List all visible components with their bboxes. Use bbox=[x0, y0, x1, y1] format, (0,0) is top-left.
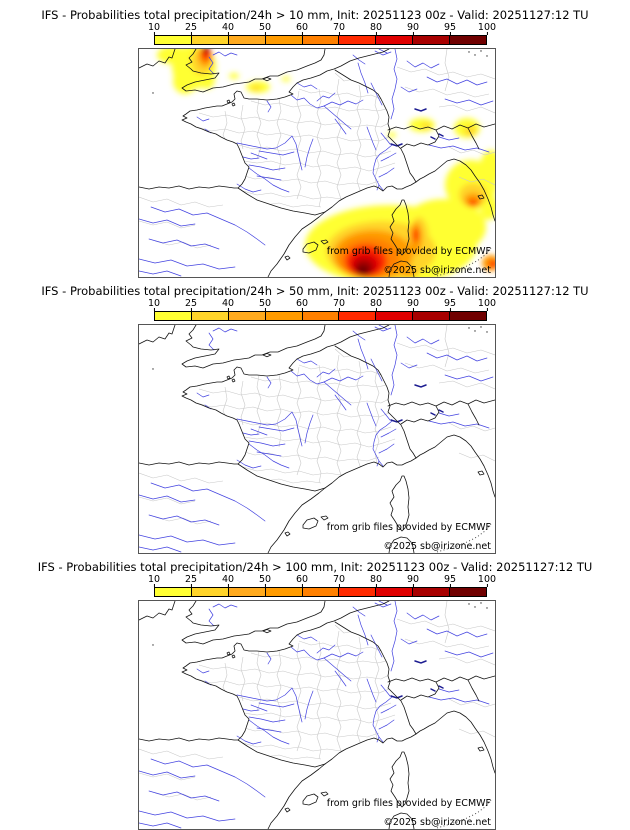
weather-map-100mm: from grib files provided by ECMWF ©2025 … bbox=[139, 601, 495, 829]
colorbar-segment bbox=[301, 36, 339, 44]
colorbar-tick: 90 bbox=[406, 22, 420, 33]
attribution-text: from grib files provided by ECMWF bbox=[327, 522, 491, 533]
colorbar-tick: 25 bbox=[184, 574, 198, 585]
colorbar-segment bbox=[412, 36, 450, 44]
panel-50mm: IFS - Probabilities total precipitation/… bbox=[0, 276, 630, 554]
colorbar-tick: 10 bbox=[147, 22, 161, 33]
colorbar-tick: 60 bbox=[295, 22, 309, 33]
colorbar-tick-labels: 10 25 40 50 60 70 80 90 95 100 bbox=[148, 574, 496, 587]
colorbar-segment bbox=[227, 36, 265, 44]
colorbar-tick: 80 bbox=[369, 574, 383, 585]
colorbar-tick-labels: 10 25 40 50 60 70 80 90 95 100 bbox=[148, 298, 496, 311]
colorbar-segment bbox=[449, 312, 487, 320]
colorbar-segment bbox=[190, 36, 228, 44]
page-title: IFS - Probabilities total precipitation/… bbox=[37, 560, 593, 574]
colorbar-segment bbox=[264, 312, 302, 320]
colorbar-tick: 90 bbox=[406, 574, 420, 585]
colorbar: 10 25 40 50 60 70 80 90 95 100 bbox=[148, 574, 496, 597]
colorbar-tick: 70 bbox=[332, 298, 346, 309]
copyright-text: ©2025 sb@irizone.net bbox=[383, 541, 491, 552]
colorbar-scale bbox=[154, 311, 487, 321]
map-frame: from grib files provided by ECMWF ©2025 … bbox=[138, 324, 496, 554]
colorbar-segment bbox=[301, 312, 339, 320]
colorbar-tick: 100 bbox=[477, 22, 497, 33]
colorbar-segment bbox=[190, 588, 228, 596]
colorbar-tick: 40 bbox=[221, 298, 235, 309]
colorbar-segment bbox=[227, 312, 265, 320]
colorbar-tick: 80 bbox=[369, 298, 383, 309]
colorbar-segment bbox=[155, 312, 191, 320]
colorbar-tick: 60 bbox=[295, 298, 309, 309]
colorbar: 10 25 40 50 60 70 80 90 95 100 bbox=[148, 298, 496, 321]
colorbar-tick: 95 bbox=[443, 22, 457, 33]
colorbar-segment bbox=[155, 36, 191, 44]
colorbar-tick: 100 bbox=[477, 298, 497, 309]
colorbar-tick: 60 bbox=[295, 574, 309, 585]
colorbar-tick-labels: 10 25 40 50 60 70 80 90 95 100 bbox=[148, 22, 496, 35]
colorbar-segment bbox=[264, 36, 302, 44]
colorbar-tick: 50 bbox=[258, 298, 272, 309]
colorbar-scale bbox=[154, 35, 487, 45]
colorbar-tick: 25 bbox=[184, 22, 198, 33]
colorbar-tick: 95 bbox=[443, 298, 457, 309]
map-frame: from grib files provided by ECMWF ©2025 … bbox=[138, 600, 496, 830]
panel-100mm: IFS - Probabilities total precipitation/… bbox=[0, 552, 630, 830]
colorbar-tick: 90 bbox=[406, 298, 420, 309]
basemap bbox=[139, 601, 495, 829]
colorbar-segment bbox=[375, 36, 413, 44]
attribution-text: from grib files provided by ECMWF bbox=[327, 798, 491, 809]
colorbar-segment bbox=[338, 312, 376, 320]
colorbar-segment bbox=[375, 312, 413, 320]
colorbar-scale bbox=[154, 587, 487, 597]
colorbar-tick: 25 bbox=[184, 298, 198, 309]
colorbar-segment bbox=[412, 312, 450, 320]
colorbar-segment bbox=[227, 588, 265, 596]
map-frame: from grib files provided by ECMWF ©2025 … bbox=[138, 48, 496, 278]
page-title: IFS - Probabilities total precipitation/… bbox=[41, 284, 589, 298]
colorbar-tick: 70 bbox=[332, 22, 346, 33]
panel-10mm: IFS - Probabilities total precipitation/… bbox=[0, 0, 630, 278]
colorbar-tick: 10 bbox=[147, 574, 161, 585]
colorbar-segment bbox=[301, 588, 339, 596]
colorbar-segment bbox=[449, 36, 487, 44]
colorbar-tick: 50 bbox=[258, 574, 272, 585]
colorbar-tick: 95 bbox=[443, 574, 457, 585]
colorbar-segment bbox=[338, 588, 376, 596]
page-title: IFS - Probabilities total precipitation/… bbox=[41, 8, 589, 22]
colorbar-segment bbox=[190, 312, 228, 320]
colorbar-segment bbox=[375, 588, 413, 596]
colorbar: 10 25 40 50 60 70 80 90 95 100 bbox=[148, 22, 496, 45]
weather-map-10mm: from grib files provided by ECMWF ©2025 … bbox=[139, 49, 495, 277]
colorbar-segment bbox=[155, 588, 191, 596]
colorbar-segment bbox=[264, 588, 302, 596]
colorbar-segment bbox=[449, 588, 487, 596]
colorbar-tick: 100 bbox=[477, 574, 497, 585]
colorbar-tick: 70 bbox=[332, 574, 346, 585]
colorbar-tick: 40 bbox=[221, 22, 235, 33]
attribution-text: from grib files provided by ECMWF bbox=[327, 246, 491, 257]
colorbar-segment bbox=[412, 588, 450, 596]
basemap bbox=[139, 325, 495, 553]
colorbar-tick: 40 bbox=[221, 574, 235, 585]
colorbar-segment bbox=[338, 36, 376, 44]
colorbar-tick: 10 bbox=[147, 298, 161, 309]
colorbar-tick: 50 bbox=[258, 22, 272, 33]
copyright-text: ©2025 sb@irizone.net bbox=[383, 817, 491, 828]
weather-map-50mm: from grib files provided by ECMWF ©2025 … bbox=[139, 325, 495, 553]
copyright-text: ©2025 sb@irizone.net bbox=[383, 265, 491, 276]
colorbar-tick: 80 bbox=[369, 22, 383, 33]
